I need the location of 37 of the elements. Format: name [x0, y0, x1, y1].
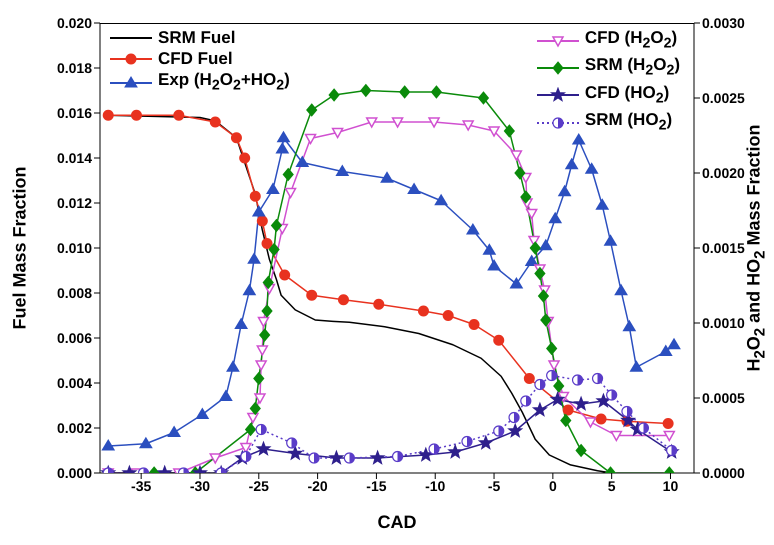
- x-tick-label: 0: [548, 478, 557, 494]
- x-tick-label: -5: [488, 478, 500, 494]
- y-tick-label: 0.006: [56, 330, 92, 346]
- x-tick-label: 10: [662, 478, 678, 494]
- legend-label: SRM Fuel: [158, 27, 236, 48]
- y2-tick-label: 0.0020: [702, 164, 746, 181]
- legend-label: Exp (H$_{2}$O$_{2}$+HO$_{2}$): [158, 69, 290, 96]
- y-tick-label: 0.000: [56, 464, 92, 481]
- legend-label: SRM (H$_{2}$O$_{2}$): [584, 54, 680, 81]
- y-tick-label: 0.016: [56, 104, 92, 121]
- x-tick-label: -30: [190, 478, 210, 494]
- x-tick-label: 5: [608, 478, 616, 494]
- legend-label: CFD (HO$_{2}$): [584, 82, 670, 108]
- y-tick-label: 0.014: [56, 150, 92, 166]
- y2-tick-label: 0.0010: [702, 314, 746, 331]
- y2-tick-label: 0.0025: [702, 90, 746, 106]
- y-tick-label: 0.010: [56, 240, 92, 256]
- legend-label: CFD Fuel: [158, 48, 233, 69]
- x-axis-title: CAD: [378, 512, 416, 532]
- y-tick-label: 0.002: [56, 420, 92, 436]
- y2-tick-label: 0.0000: [702, 464, 746, 481]
- x-tick-label: -10: [425, 478, 446, 494]
- x-tick-label: -15: [366, 478, 387, 494]
- y2-tick-label: 0.0005: [702, 390, 746, 406]
- y-axis-title: Fuel Mass Fraction: [10, 166, 30, 330]
- y-tick-label: 0.018: [56, 60, 92, 76]
- y-tick-label: 0.020: [56, 14, 92, 31]
- x-tick-label: -35: [131, 478, 152, 494]
- y-tick-label: 0.008: [56, 284, 92, 301]
- x-tick-label: -25: [248, 478, 270, 494]
- y2-tick-label: 0.0015: [702, 240, 746, 256]
- y2-tick-label: 0.0030: [702, 14, 746, 31]
- x-tick-label: -20: [307, 478, 328, 494]
- legend-label: CFD (H$_{2}$O$_{2}$): [584, 27, 678, 54]
- y-tick-label: 0.004: [56, 374, 92, 391]
- y-tick-label: 0.012: [56, 194, 92, 211]
- legend-label: SRM (HO$_{2}$): [584, 109, 672, 136]
